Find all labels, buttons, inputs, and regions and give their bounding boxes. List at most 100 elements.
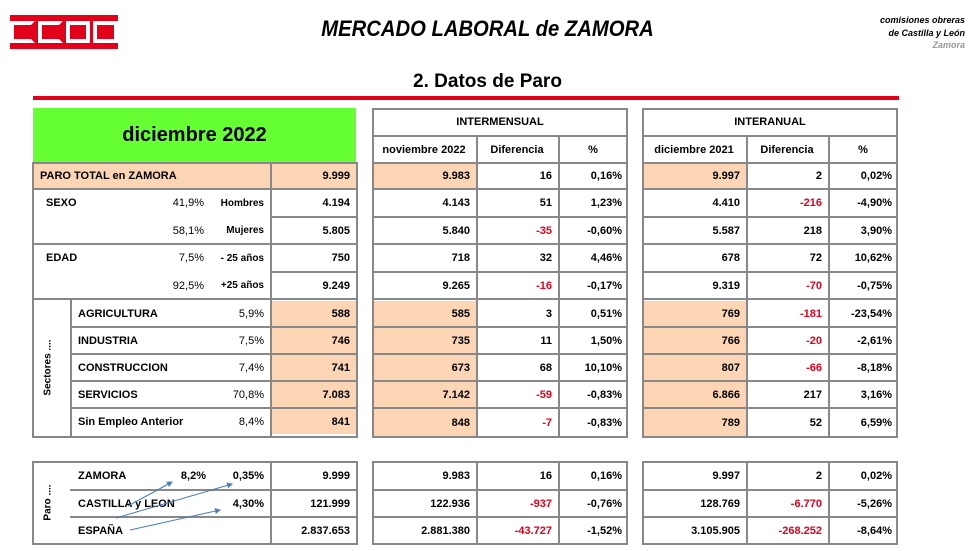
grid-line (642, 135, 898, 137)
intermensual-cell: 1,50% (590, 334, 622, 347)
grid-line (828, 135, 830, 438)
intermensual-cell: 673 (374, 355, 476, 380)
intermensual-panel (372, 108, 628, 438)
interanual-cell: -8,18% (857, 361, 892, 374)
interanual-panel (642, 108, 898, 438)
org-line-1: comisiones obreras (879, 15, 965, 25)
logo-letter-c2 (37, 21, 63, 43)
intermensual-bottom-cell: 9.983 (442, 470, 470, 482)
mujeres-value: 5.805 (322, 224, 350, 237)
grid-line (372, 380, 628, 382)
grid-line (70, 380, 358, 382)
grid-line (746, 461, 748, 545)
sector-value: 841 (272, 409, 356, 434)
title-divider (33, 96, 899, 100)
interanual-cell: -20 (806, 334, 822, 347)
grid-line (372, 188, 628, 190)
grid-line (746, 135, 748, 438)
sectores-label: Sectores .... (42, 339, 54, 396)
arrow-espana-to-cyl (129, 508, 221, 531)
intermensual-cell: 51 (539, 197, 552, 209)
interanual-bottom-cell: -5,26% (857, 497, 892, 510)
intermensual-cell: 68 (539, 361, 552, 374)
grid-line (642, 243, 898, 245)
intermensual-cell: -0,60% (587, 224, 622, 237)
logo-letter-o2 (93, 21, 118, 43)
sector-label: AGRICULTURA (78, 307, 158, 320)
interanual-cell: -4,90% (857, 197, 892, 209)
cyl-value: 121.999 (310, 497, 350, 510)
intermensual-col-header: % (588, 143, 598, 156)
zamora-value: 9.999 (322, 470, 350, 482)
grid-line (70, 516, 358, 518)
intermensual-cell: 4,46% (590, 252, 622, 264)
interanual-cell: 769 (644, 301, 746, 326)
interanual-cell: 2 (815, 170, 822, 182)
grid-line (372, 298, 628, 300)
sexo-label: SEXO (46, 197, 77, 209)
mas25-pct: 92,5% (172, 279, 204, 292)
grid-line (372, 326, 628, 328)
interanual-cell: 9.319 (712, 279, 740, 292)
sector-pct: 5,9% (238, 307, 264, 320)
grid-line (372, 135, 628, 137)
mas25-label: +25 años (220, 280, 264, 291)
grid-line (642, 380, 898, 382)
intermensual-bottom-cell: -0,76% (587, 497, 622, 510)
intermensual-bottom-cell: 16 (539, 470, 552, 482)
grid-line (642, 326, 898, 328)
menos25-label: - 25 años (220, 252, 264, 264)
mas25-value: 9.249 (322, 279, 350, 292)
cyl-label: CASTILLA y LEON (78, 497, 175, 510)
grid-line (32, 243, 358, 245)
interanual-bottom-cell: 2 (815, 470, 822, 482)
intermensual-cell: 9.983 (374, 164, 476, 188)
sector-pct: 7,4% (238, 361, 264, 374)
grid-line (270, 162, 272, 438)
arrow-espana-to-zamora (127, 481, 173, 507)
intermensual-cell: 735 (374, 328, 476, 353)
sector-value: 741 (272, 355, 356, 380)
zamora-pct1: 8,2% (180, 470, 206, 482)
interanual-cell: 52 (809, 416, 822, 429)
interanual-bottom-cell: 3.105.905 (691, 524, 740, 537)
grid-line (372, 162, 628, 164)
grid-line (828, 461, 830, 545)
espana-value: 2.837.653 (301, 524, 350, 537)
sector-label: INDUSTRIA (78, 334, 138, 347)
interanual-col-header: Diferencia (760, 143, 814, 156)
interanual-bottom-cell: 0,02% (860, 470, 892, 482)
interanual-cell: 0,02% (860, 170, 892, 182)
ratio-arrows (115, 481, 233, 531)
paro-total-value: 9.999 (272, 164, 356, 188)
interanual-cell: 5.587 (712, 224, 740, 237)
intermensual-cell: 0,51% (590, 307, 622, 320)
intermensual-col-header: Diferencia (490, 143, 544, 156)
hombres-label: Hombres (220, 197, 264, 209)
intermensual-cell: -0,17% (587, 279, 622, 292)
interanual-cell: 807 (644, 355, 746, 380)
grid-line (372, 271, 628, 273)
intermensual-bottom-cell: 122.936 (430, 497, 470, 510)
interanual-cell: 6,59% (860, 416, 892, 429)
intermensual-cell: -59 (536, 388, 552, 401)
grid-line (372, 516, 628, 518)
section-title: 2. Datos de Paro (413, 71, 562, 92)
intermensual-cell: 848 (374, 409, 476, 436)
interanual-col-header: diciembre 2021 (654, 143, 734, 156)
grid-line (476, 461, 478, 545)
logo-letter-o1 (65, 21, 91, 43)
grid-line (70, 326, 358, 328)
interanual-bottom-cell: 9.997 (712, 470, 740, 482)
grid-line (642, 353, 898, 355)
interanual-cell: 217 (803, 388, 822, 401)
grid-line (642, 216, 898, 218)
interanual-cell: -181 (799, 307, 822, 320)
interanual-cell: -216 (799, 197, 822, 209)
interanual-col-header: % (858, 143, 868, 156)
grid-line (476, 135, 478, 438)
intermensual-cell: 4.143 (442, 197, 470, 209)
espana-label: ESPAÑA (78, 524, 124, 537)
paro-total-label: PARO TOTAL en ZAMORA (34, 164, 270, 188)
interanual-cell: -2,61% (857, 334, 892, 347)
